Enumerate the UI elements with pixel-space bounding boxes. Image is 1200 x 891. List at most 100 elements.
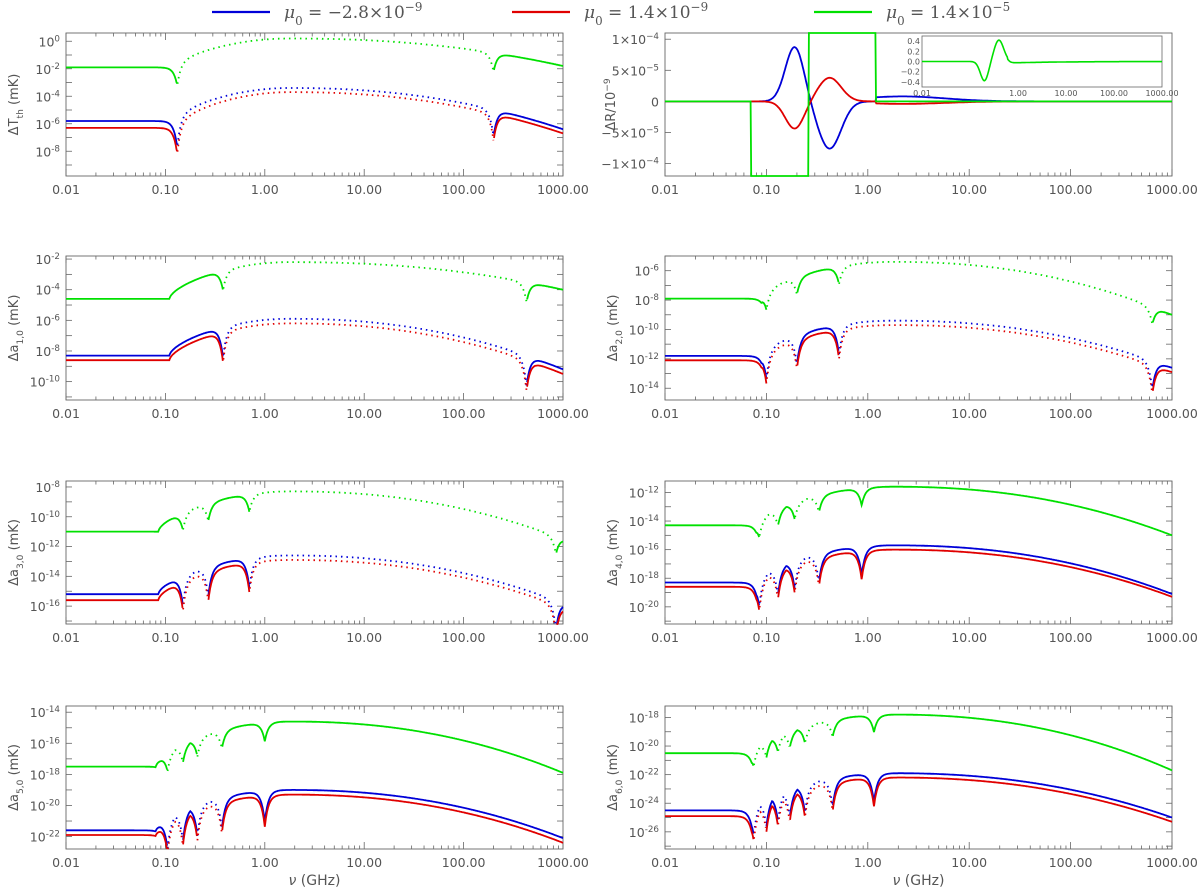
y-tick-label: 10-18 (629, 710, 659, 725)
x-tick-label: 0.01 (52, 855, 80, 870)
inset-x-tick-label: 1.00 (1009, 89, 1027, 98)
x-tick-label: 1000.00 (1146, 855, 1198, 870)
series-line (665, 713, 1173, 772)
x-tick-label: 0.01 (651, 406, 679, 421)
series-line-dotted (176, 37, 495, 84)
inset-y-tick-label: −0.2 (901, 68, 920, 77)
y-tick-label: 10-4 (35, 283, 60, 298)
chart-panel-dR: 0.01 0.10 1.00 10.00 100.00 1000.00 1×10−4 5×10… (601, 32, 1198, 197)
series-line (66, 720, 564, 774)
series-line (66, 273, 564, 300)
x-tick-label: 100.00 (1049, 182, 1093, 197)
chart-panel-a20: 0.01 0.10 1.00 10.00 100.00 1000.00 10-6 10-8 10… (606, 255, 1198, 421)
inset-x-tick-label: 100.00 (1100, 89, 1128, 98)
series-mu0=1.4e-9 (665, 324, 1173, 395)
y-axis-label: ΔR/10−9 (603, 78, 619, 130)
y-axis-label: Δa2,0 (mK) (606, 295, 625, 362)
series-mu0=1.4e-9 (66, 559, 564, 625)
x-tick-label: 0.10 (752, 855, 780, 870)
plot-frame (65, 480, 564, 625)
x-tick-label: 100.00 (442, 630, 486, 645)
series-line (665, 268, 1173, 323)
legend-label: μ0 = 1.4×10−5 (886, 0, 1010, 28)
y-tick-label: 10-14 (629, 514, 660, 529)
y-tick-label: 10-12 (629, 352, 659, 367)
series-line (665, 776, 1173, 840)
series-line-dotted (166, 805, 223, 850)
series-line (665, 327, 1173, 387)
chart-panel-a30: 0.01 0.10 1.00 10.00 100.00 1000.00 10-8 10-10 1… (7, 480, 589, 645)
y-axis-label: ΔTth (mK) (7, 74, 26, 136)
series-line-dotted (182, 559, 556, 625)
x-tick-label: 10.00 (346, 406, 382, 421)
y-tick-label: 10-16 (30, 599, 61, 614)
x-tick-label: 1.00 (251, 630, 279, 645)
y-tick-label: 10-18 (30, 767, 60, 782)
y-tick-label: 10-2 (35, 62, 60, 77)
x-tick-label: 10.00 (346, 855, 382, 870)
inset-y-tick-label: 0.4 (907, 37, 920, 46)
series-line (66, 54, 564, 84)
series-mu0=-2.8e-9 (66, 87, 564, 146)
x-tick-label: 100.00 (1049, 630, 1093, 645)
inset-x-tick-label: 0.01 (913, 89, 931, 98)
series-mu0=-2.8e-9 (66, 317, 564, 387)
series-line (66, 793, 564, 850)
y-tick-label: 10-6 (35, 117, 60, 132)
x-tick-label: 0.10 (151, 406, 179, 421)
series-line-dotted (753, 785, 834, 839)
legend-label: μ0 = −2.8×10−9 (284, 0, 422, 28)
series-line (66, 495, 564, 553)
series-mu0=1.4e-5 (66, 261, 564, 303)
y-tick-label: 10-14 (30, 705, 61, 720)
y-tick-label: 10-10 (629, 322, 659, 337)
x-tick-label: 0.01 (651, 182, 679, 197)
y-tick-label: 10-22 (30, 830, 60, 845)
x-tick-label: 0.10 (151, 855, 179, 870)
y-tick-label: 10-12 (629, 485, 659, 500)
y-tick-label: 10-4 (35, 89, 60, 104)
series-line (66, 789, 564, 846)
series-mu0=-2.8e-9 (665, 319, 1173, 390)
x-tick-label: 1000.00 (537, 182, 589, 197)
y-tick-label: 10-18 (629, 571, 659, 586)
plot-frame (65, 32, 564, 177)
series-line-dotted (222, 322, 528, 391)
x-tick-label: 0.01 (651, 630, 679, 645)
series-mu0=-2.8e-9 (66, 789, 564, 849)
inset-plot: 0.01 1.00 10.00 100.00 1000.00 0.40.2 0.0−0.2−… (901, 35, 1179, 98)
series-line (665, 331, 1173, 391)
y-tick-label: −5×10−5 (601, 125, 659, 140)
chart-panel-a60: 0.01 0.10 1.00 10.00 100.00 1000.00 10-18 10-20… (606, 705, 1198, 870)
series-line-dotted (758, 556, 820, 604)
series-line (665, 772, 1173, 834)
inset-y-tick-label: −0.4 (901, 78, 920, 87)
series-line (665, 485, 1173, 538)
inset-y-tick-label: 0.2 (907, 47, 920, 56)
inset-x-tick-label: 1000.00 (1145, 89, 1178, 98)
series-mu0=1.4e-9 (665, 548, 1173, 610)
y-tick-label: 10-10 (30, 510, 60, 525)
chart-panel-a10: 0.01 0.10 1.00 10.00 100.00 1000.00 10-2 10-4 10… (7, 252, 589, 421)
x-tick-label: 10.00 (951, 855, 987, 870)
series-line-dotted (753, 780, 834, 834)
y-tick-label: 10-16 (30, 736, 61, 751)
plot-frame (664, 705, 1173, 850)
chart-panel-dT: 0.01 0.10 1.00 10.00 100.00 1000.00 100 10-2 10-… (7, 32, 589, 197)
series-line-dotted (766, 261, 1154, 325)
series-mu0=1.4e-5 (66, 37, 564, 84)
y-tick-label: 10-26 (629, 825, 660, 840)
y-tick-label: 10-22 (629, 768, 659, 783)
series-line-dotted (166, 733, 223, 772)
plot-frame (65, 705, 564, 850)
y-tick-label: 10-8 (35, 144, 60, 159)
series-mu0=-2.8e-9 (665, 544, 1173, 606)
series-line (66, 112, 564, 145)
x-tick-label: 1000.00 (1146, 406, 1198, 421)
x-tick-label: 1000.00 (1146, 630, 1198, 645)
x-tick-label: 0.01 (52, 630, 80, 645)
series-mu0=-2.8e-9 (665, 772, 1173, 834)
y-tick-label: 10-8 (35, 344, 60, 359)
x-tick-label: 100.00 (1049, 855, 1093, 870)
y-tick-label: 10-20 (30, 798, 60, 813)
